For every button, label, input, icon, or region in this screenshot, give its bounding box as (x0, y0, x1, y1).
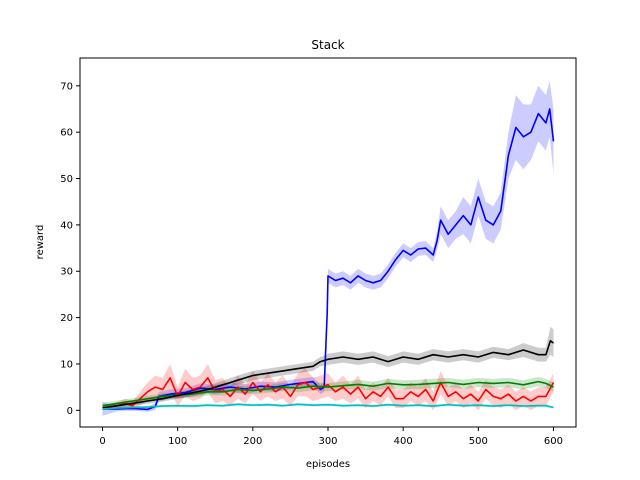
y-tick-label: 10 (60, 359, 73, 370)
y-tick-label: 70 (60, 81, 73, 92)
series-5-line (102, 403, 554, 410)
x-tick-label: 600 (544, 436, 563, 447)
series-2-line (102, 377, 555, 409)
y-tick-label: 20 (60, 313, 73, 324)
x-tick-label: 200 (243, 436, 262, 447)
x-tick-label: 100 (168, 436, 187, 447)
y-tick-label: 30 (60, 267, 73, 278)
x-tick-label: 400 (394, 436, 413, 447)
y-tick-label: 50 (60, 174, 73, 185)
y-axis-label: reward (35, 225, 46, 260)
x-tick-label: 0 (99, 436, 105, 447)
x-tick-label: 300 (318, 436, 337, 447)
y-tick-label: 60 (60, 128, 73, 139)
series-lines (102, 108, 555, 411)
series-3-band (102, 376, 554, 409)
series-4-line (102, 339, 554, 409)
chart-title: Stack (311, 38, 344, 52)
x-axis-ticks: 0 100 200 300 400 500 600 (99, 427, 563, 447)
x-tick-label: 500 (469, 436, 488, 447)
y-tick-label: 0 (67, 406, 73, 417)
y-axis-ticks: 0 10 20 30 40 50 60 70 (60, 81, 80, 417)
y-tick-label: 40 (60, 220, 73, 231)
x-axis-label: episodes (306, 459, 350, 470)
